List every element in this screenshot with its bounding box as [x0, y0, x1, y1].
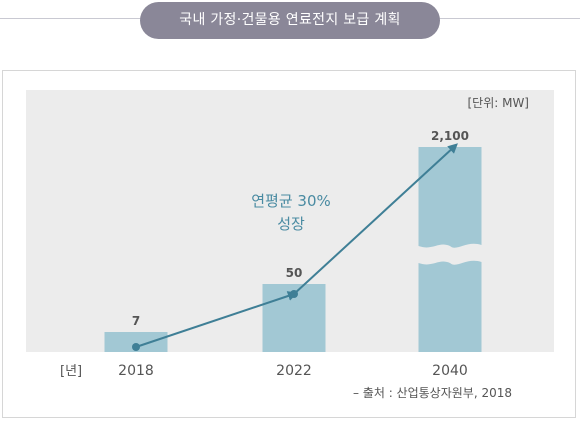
trend-point-2018: [132, 343, 140, 351]
value-label-2040: 2,100: [431, 129, 469, 143]
unit-label: [단위: MW]: [467, 96, 529, 110]
value-label-2022: 50: [286, 266, 303, 280]
x-axis-label: [년]: [60, 364, 82, 379]
value-label-2018: 7: [132, 314, 140, 328]
source-note: – 출처 : 산업통상자원부, 2018: [353, 386, 512, 400]
trend-segment-2: [293, 143, 458, 295]
bar-2018: [104, 332, 168, 352]
x-tick-2040: 2040: [432, 363, 468, 379]
bar-2040-lower: [418, 260, 482, 352]
x-tick-2022: 2022: [276, 363, 312, 379]
growth-label-line1: 연평균 30%: [251, 192, 331, 210]
trend-segment-1: [135, 291, 298, 348]
chart-title: 국내 가정·건물용 연료전지 보급 계획: [140, 2, 440, 39]
trend-point-2022: [290, 290, 298, 298]
bar-2040-upper: [418, 147, 482, 248]
x-tick-2018: 2018: [118, 363, 154, 379]
growth-label-line2: 성장: [277, 215, 305, 233]
